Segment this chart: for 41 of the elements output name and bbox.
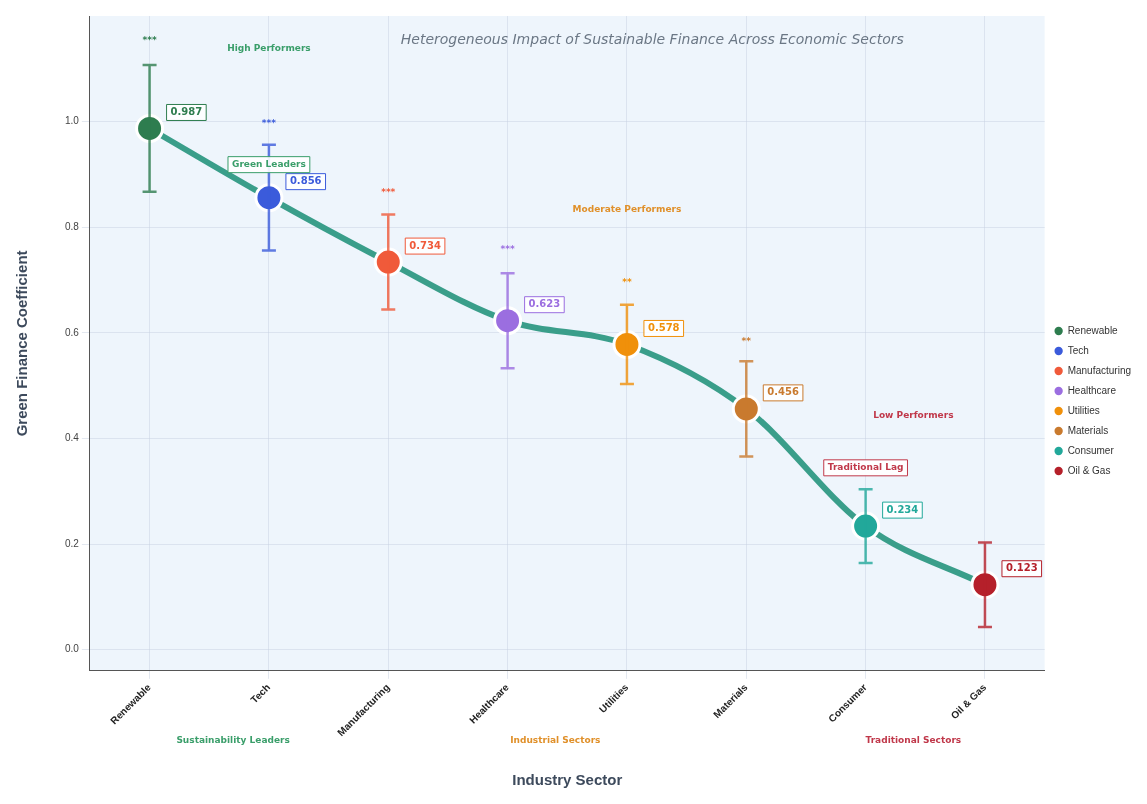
text: Heterogeneous Impact of Sustainable Finance Across Economic Sectors [400,31,904,47]
annotation: *** [381,187,396,198]
annotation: *** [261,118,277,129]
legend-label: Materials [1067,424,1109,436]
annotation: Traditional Lag [827,462,904,473]
y-tick-label: 0.2 [65,537,80,549]
annotation: Moderate Performers [572,203,682,214]
text: Sustainability Leaders [176,735,290,746]
data-label: 0.734 [409,239,441,251]
y-tick-label: 1.0 [65,115,80,127]
x-tick-label: Tech [248,681,273,706]
data-label: 0.456 [767,386,799,398]
data-label: 0.578 [647,322,680,334]
y-tick-label: 0.0 [65,643,80,655]
legend-label: Consumer [1067,444,1115,456]
legend-label: Oil & Gas [1067,464,1111,476]
data-label: 0.856 [289,175,322,187]
legend-label: Utilities [1067,404,1100,416]
annotation: Green Leaders [232,158,306,169]
annotation: Low Performers [873,409,954,420]
y-axis-title: Green Finance Coefficient [13,250,31,437]
legend-label: Tech [1067,344,1089,356]
data-label: 0.123 [1005,562,1038,574]
annotation: ** [741,335,752,346]
y-tick-label: 0.6 [65,326,80,338]
data-label: 0.234 [886,503,919,515]
x-tick-label: Oil & Gas [948,681,989,722]
annotation: *** [500,244,515,255]
annotation: ** [622,276,632,287]
text: Industrial Sectors [510,735,601,746]
text: Traditional Sectors [865,735,962,746]
legend-label: Manufacturing [1067,364,1132,376]
y-tick-label: 0.8 [65,220,80,232]
data-label: 0.987 [170,106,203,118]
y-tick-label: 0.4 [65,432,80,444]
annotation: High Performers [227,43,311,54]
legend-label: Renewable [1067,324,1119,336]
x-axis-title: Industry Sector [512,771,623,789]
data-label: 0.623 [528,298,561,310]
legend-label: Healthcare [1067,384,1117,396]
annotation: *** [142,34,157,45]
